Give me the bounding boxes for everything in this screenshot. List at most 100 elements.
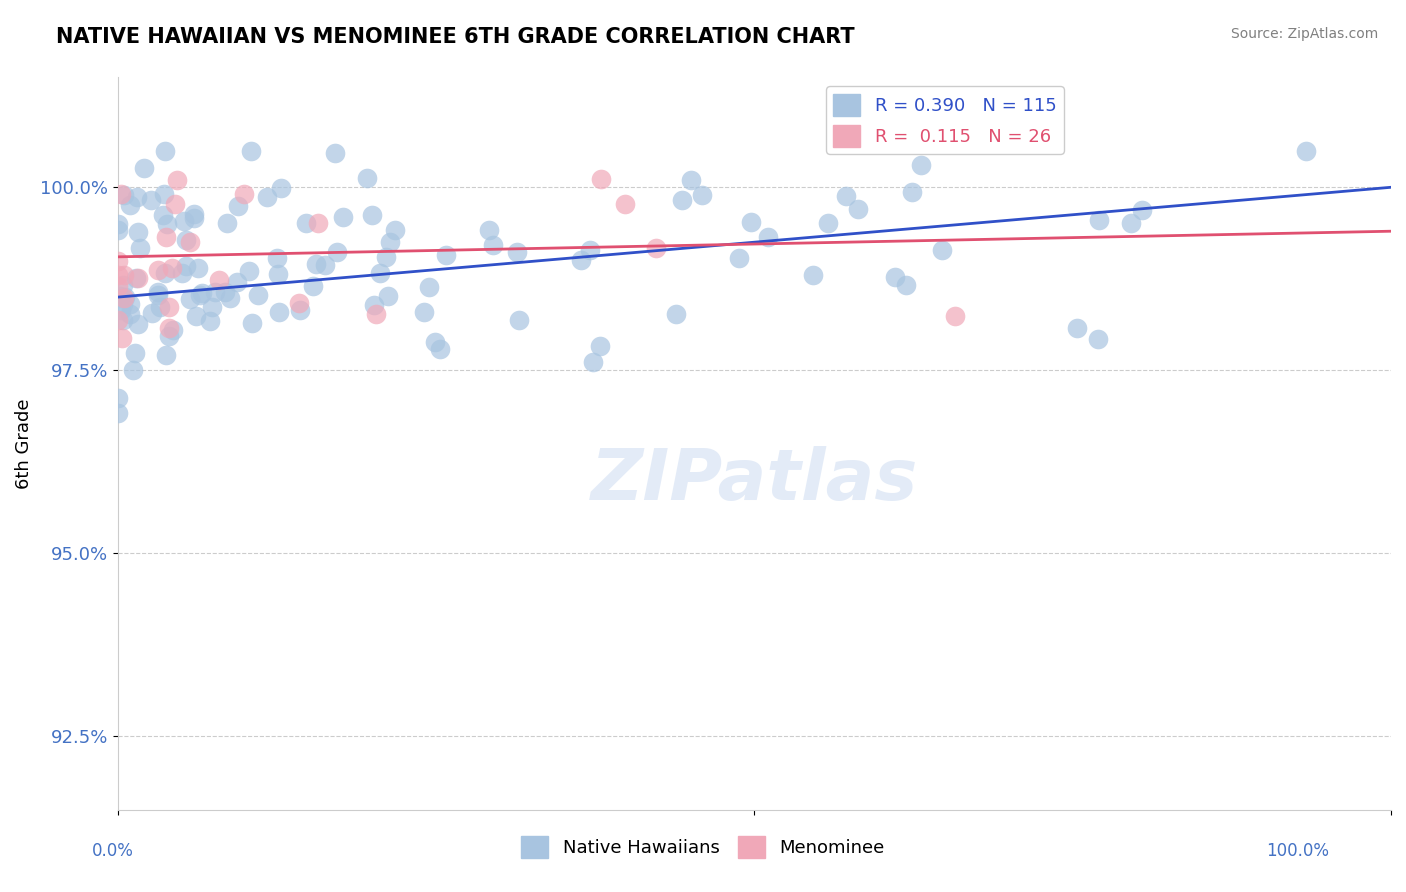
Point [107, 313, 129, 327]
Point [166, 173, 188, 187]
Point [644, 241, 666, 255]
Point [127, 317, 149, 331]
Point [801, 268, 824, 282]
Point [141, 306, 163, 320]
Text: 100.0%: 100.0% [1265, 842, 1329, 860]
Text: NATIVE HAWAIIAN VS MENOMINEE 6TH GRADE CORRELATION CHART: NATIVE HAWAIIAN VS MENOMINEE 6TH GRADE C… [56, 27, 855, 46]
Point [247, 287, 270, 301]
Point [217, 216, 239, 230]
Point [174, 233, 197, 247]
Point [728, 251, 751, 265]
Legend: R = 0.390   N = 115, R =  0.115   N = 26: R = 0.390 N = 115, R = 0.115 N = 26 [825, 87, 1063, 154]
Point [589, 172, 612, 186]
Point [107, 217, 129, 231]
Point [107, 391, 129, 405]
Point [149, 300, 172, 314]
Point [582, 354, 605, 368]
Point [307, 216, 329, 230]
Point [266, 267, 288, 281]
Point [756, 230, 779, 244]
Point [240, 316, 263, 330]
Point [269, 305, 291, 319]
Point [162, 261, 184, 276]
Point [121, 362, 143, 376]
Point [152, 208, 174, 222]
Legend: Native Hawaiians, Menominee: Native Hawaiians, Menominee [515, 829, 891, 865]
Point [134, 161, 156, 175]
Point [218, 291, 240, 305]
Point [239, 144, 262, 158]
Point [139, 194, 162, 208]
Text: Source: ZipAtlas.com: Source: ZipAtlas.com [1230, 27, 1378, 41]
Point [478, 223, 501, 237]
Point [111, 313, 134, 327]
Point [900, 185, 922, 199]
Point [360, 208, 382, 222]
Point [613, 197, 636, 211]
Point [270, 180, 292, 194]
Y-axis label: 6th Grade: 6th Grade [15, 399, 32, 489]
Point [256, 190, 278, 204]
Point [174, 260, 197, 274]
Point [157, 300, 180, 314]
Point [114, 268, 136, 282]
Text: ZIPatlas: ZIPatlas [591, 446, 918, 515]
Point [1066, 321, 1088, 335]
Point [363, 298, 385, 312]
Point [846, 202, 869, 217]
Point [120, 307, 142, 321]
Point [425, 335, 447, 350]
Point [127, 225, 149, 239]
Point [146, 285, 169, 300]
Point [146, 288, 169, 302]
Point [671, 193, 693, 207]
Point [665, 307, 688, 321]
Point [112, 277, 135, 292]
Point [378, 235, 401, 249]
Point [884, 269, 907, 284]
Point [114, 290, 136, 304]
Point [148, 263, 170, 277]
Point [323, 146, 346, 161]
Point [110, 303, 132, 318]
Point [295, 216, 318, 230]
Point [238, 264, 260, 278]
Point [288, 295, 311, 310]
Point [325, 244, 347, 259]
Point [569, 252, 592, 267]
Point [107, 254, 129, 268]
Point [834, 188, 856, 202]
Point [153, 144, 176, 158]
Point [129, 241, 152, 255]
Point [157, 329, 180, 343]
Point [110, 187, 132, 202]
Point [690, 187, 713, 202]
Point [817, 216, 839, 230]
Point [508, 313, 530, 327]
Point [364, 307, 387, 321]
Point [679, 173, 702, 187]
Point [332, 211, 354, 225]
Point [108, 289, 131, 303]
Point [740, 215, 762, 229]
Point [910, 158, 932, 172]
Point [155, 230, 177, 244]
Point [111, 297, 134, 311]
Point [190, 285, 212, 300]
Point [201, 300, 224, 314]
Point [931, 243, 953, 257]
Point [188, 288, 211, 302]
Point [112, 188, 135, 202]
Point [156, 217, 179, 231]
Point [214, 285, 236, 299]
Point [127, 190, 149, 204]
Point [429, 342, 451, 356]
Point [162, 323, 184, 337]
Point [124, 346, 146, 360]
Point [170, 266, 193, 280]
Point [943, 309, 966, 323]
Point [179, 235, 201, 249]
Point [200, 314, 222, 328]
Point [187, 260, 209, 275]
Point [226, 199, 249, 213]
